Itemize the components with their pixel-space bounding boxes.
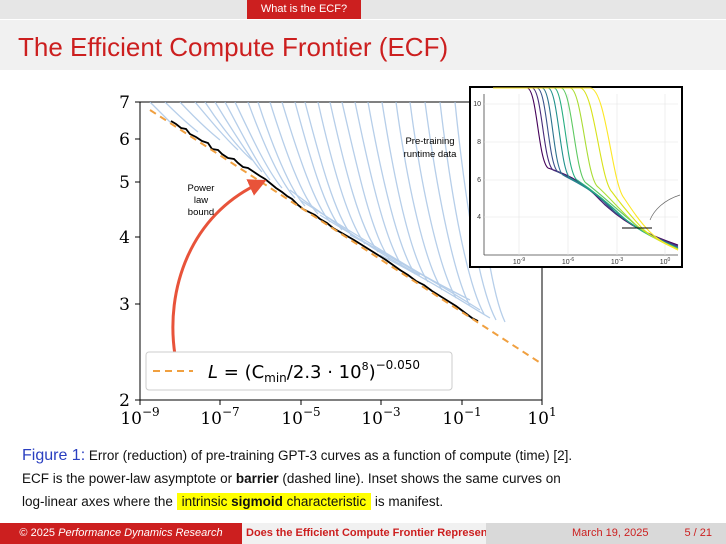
legend-box [145,351,453,391]
footer-date: March 19, 2025 [572,527,649,539]
y-tick-label: 4 [119,228,130,248]
x-tick-label: 10−5 [281,405,320,429]
inset-x-tick: 10-3 [611,257,623,266]
section-indicator[interactable]: What is the ECF? [247,0,361,19]
power-law-annotation-3: bound [188,207,214,218]
inset-annotation-2: runtime data [404,149,458,160]
figure-label: Figure 1: [22,447,86,464]
inset-chart: 10 8 6 4 10-9 10-6 10-3 100 [469,86,683,268]
caption-line-3: log-linear axes where the intrinsic sigm… [22,493,444,510]
inset-y-tick: 10 [473,101,481,108]
x-tick-label: 10−9 [120,405,159,429]
x-tick-label: 10−3 [361,405,400,429]
footer: © 2025 Performance Dynamics Research Doe… [0,523,726,544]
inset-annotation-1: Pre-training [405,136,454,147]
inset-sigmoid-curves [493,87,679,251]
footer-right: March 19, 2025 5 / 21 [486,523,726,544]
y-tick-label: 5 [119,173,130,193]
highlighted-phrase: intrinsic sigmoid characteristic [176,493,372,510]
inset-x-tick: 10-6 [562,257,574,266]
page-number: 5 / 21 [684,527,712,539]
y-axis: 7 6 5 4 3 2 [119,93,140,411]
red-arrow [171,179,267,356]
slide-title: The Efficient Compute Frontier (ECF) [18,32,449,62]
power-law-annotation-2: law [194,195,208,206]
y-tick-label: 2 [119,391,130,411]
inset-y-tick: 6 [477,177,481,184]
y-tick-label: 7 [119,93,130,113]
footer-talk-title: Does the Efficient Compute Frontier Repr… [242,523,486,544]
power-law-annotation-1: Power [188,183,215,194]
x-tick-label: 10−7 [200,405,239,429]
top-navbar: What is the ECF? [0,0,726,19]
title-bar: The Efficient Compute Frontier (ECF) [0,20,726,70]
x-axis: 10−9 10−7 10−5 10−3 10−1 101 [120,400,557,429]
caption-line-2: ECF is the power-law asymptote or barrie… [22,471,561,486]
x-tick-label: 101 [527,405,556,429]
power-law-dashed-line [149,109,542,365]
figure-caption: Figure 1: Error (reduction) of pre-train… [22,444,712,513]
y-tick-label: 3 [119,295,130,315]
caption-line-1: Figure 1: Error (reduction) of pre-train… [22,447,573,464]
ecf-frontier-line [170,120,479,322]
inset-y-tick: 4 [477,214,481,221]
footer-copyright: © 2025 Performance Dynamics Research [0,523,242,544]
y-tick-label: 6 [119,130,130,150]
inset-frame [469,86,683,268]
main-figure: Power law bound Pre-training runtime dat… [119,86,683,429]
inset-x-tick: 100 [660,257,671,266]
legend-formula: L = (Cmin/2.3 · 108)−0.050 [208,358,420,385]
inset-y-tick: 8 [477,139,481,146]
x-tick-label: 10−1 [442,405,481,429]
inset-x-tick: 10-9 [513,257,525,266]
